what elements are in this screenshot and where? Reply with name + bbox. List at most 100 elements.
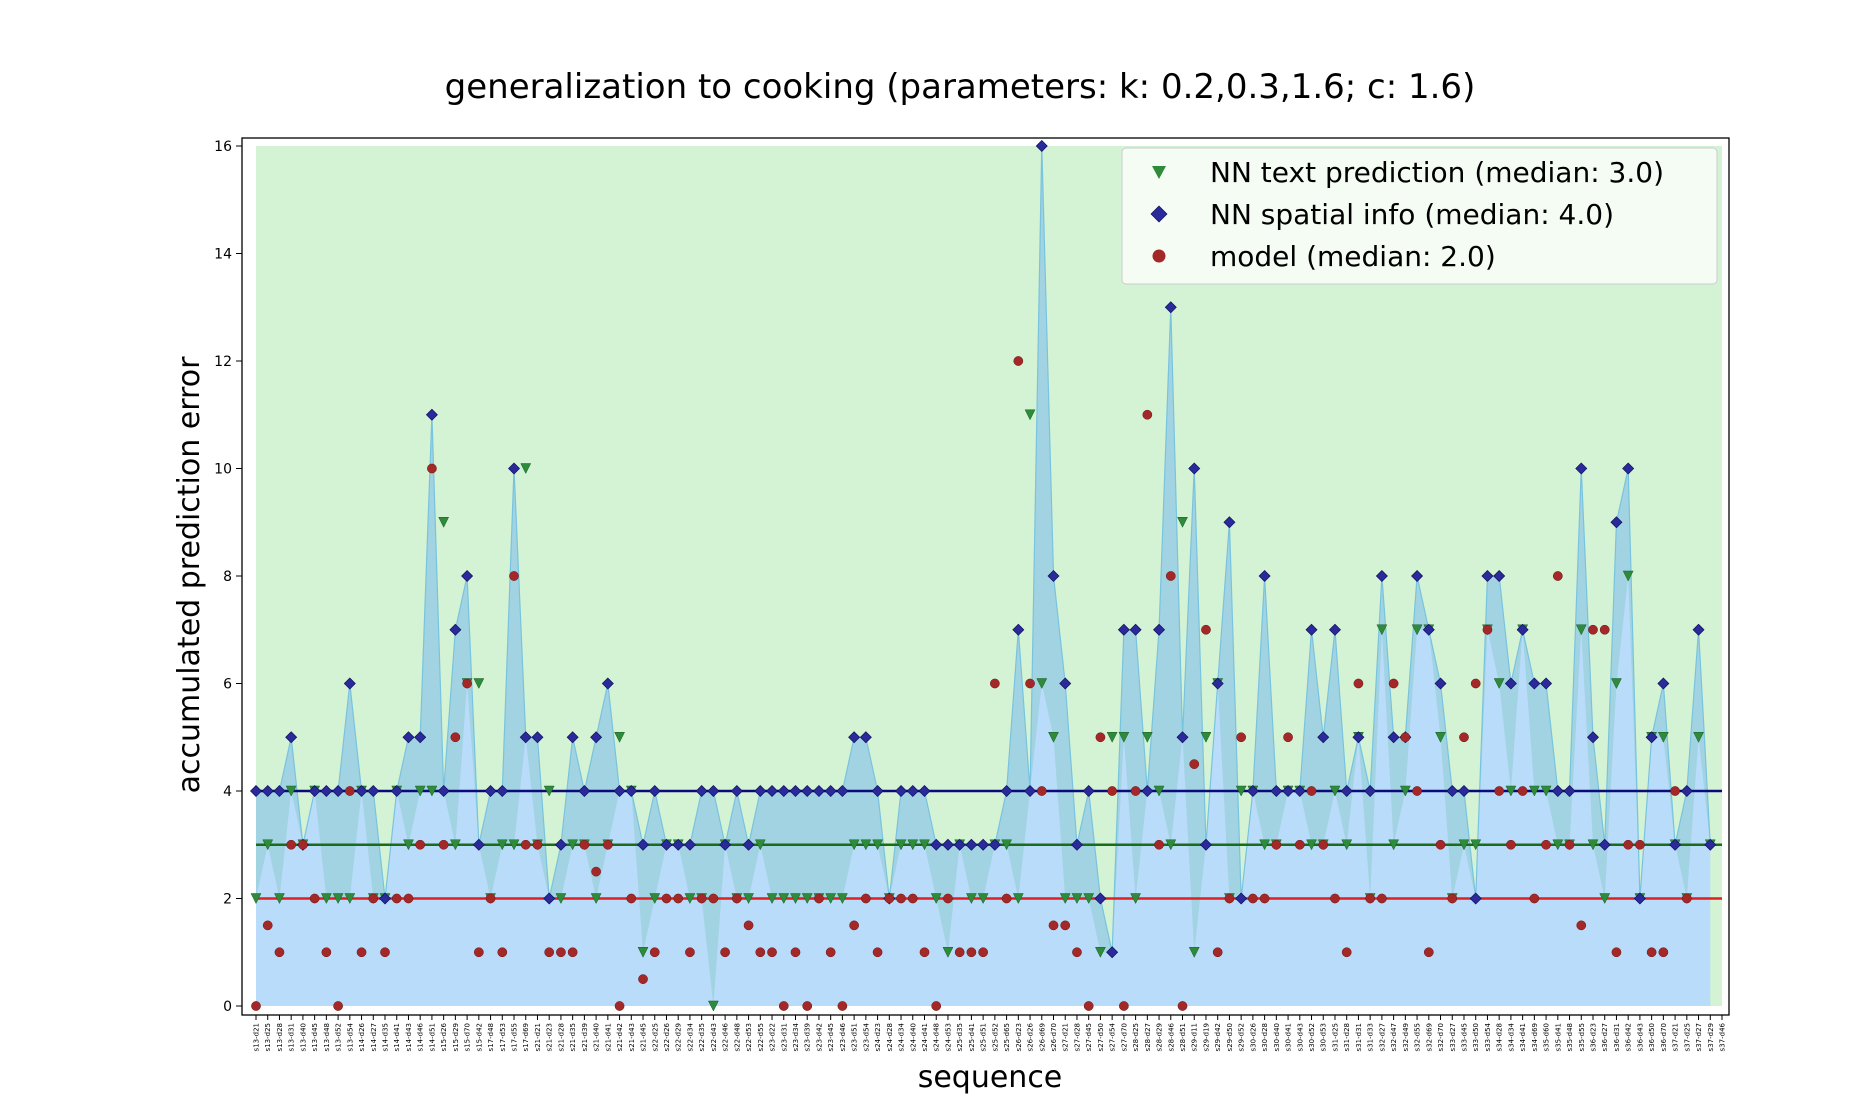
spatial-info-point bbox=[1070, 838, 1083, 851]
model-point bbox=[1330, 893, 1340, 904]
model-point bbox=[1623, 839, 1634, 850]
text-prediction-point bbox=[590, 893, 602, 905]
legend-entry-label: NN spatial info (median: 4.0) bbox=[1210, 198, 1614, 231]
spatial-info-point bbox=[496, 785, 509, 797]
model-point bbox=[614, 1001, 625, 1011]
spatial-info-point bbox=[1563, 785, 1576, 797]
model-point bbox=[356, 947, 367, 958]
x-tick-label: s29-d11 bbox=[1191, 1023, 1199, 1051]
model-point bbox=[790, 947, 801, 958]
spatial-info-point bbox=[754, 785, 767, 797]
legend-entry-label: model (median: 2.0) bbox=[1210, 240, 1496, 273]
model-point bbox=[1306, 786, 1317, 796]
spatial-info-point bbox=[367, 785, 380, 797]
model-point bbox=[814, 893, 824, 904]
x-tick-label: s13-d52 bbox=[335, 1023, 343, 1051]
y-tick-label: 2 bbox=[223, 892, 232, 908]
model-point bbox=[1470, 678, 1481, 689]
x-tick-label: s25-d52 bbox=[991, 1023, 999, 1051]
text-prediction-point bbox=[1470, 839, 1482, 851]
legend-box bbox=[1121, 147, 1718, 285]
model-point bbox=[532, 839, 543, 850]
text-prediction-point bbox=[1411, 624, 1423, 636]
spatial-info-point bbox=[1035, 140, 1048, 152]
spatial-info-point bbox=[1340, 785, 1353, 797]
model-point bbox=[802, 1001, 813, 1011]
model-point bbox=[907, 893, 918, 904]
model-point bbox=[262, 920, 273, 931]
model-point bbox=[473, 947, 484, 958]
spatial-info-point bbox=[1047, 570, 1060, 582]
x-tick-label: s32-d69 bbox=[1425, 1023, 1433, 1051]
model-point bbox=[1588, 624, 1598, 635]
text-prediction-point bbox=[1153, 785, 1165, 797]
spatial-info-point bbox=[1493, 570, 1506, 582]
x-tick-label: s14-d35 bbox=[382, 1023, 390, 1051]
x-tick-label: s14-d43 bbox=[405, 1023, 413, 1051]
spatial-info-point bbox=[1704, 838, 1717, 851]
model-point bbox=[309, 893, 320, 904]
x-tick-label: s13-d45 bbox=[311, 1023, 319, 1051]
text-prediction-point bbox=[778, 893, 790, 905]
spatial-info-point bbox=[320, 785, 333, 797]
spatial-info-point bbox=[355, 785, 368, 797]
spatial-info-point bbox=[906, 785, 919, 797]
x-tick-label: s37-d27 bbox=[1695, 1023, 1703, 1051]
spatial-info-point bbox=[1669, 838, 1682, 851]
spatial-info-point bbox=[977, 838, 990, 851]
text-prediction-point bbox=[930, 893, 942, 905]
x-tick-label: s28-d51 bbox=[1179, 1023, 1187, 1051]
text-prediction-point bbox=[449, 839, 461, 851]
spatial-info-point bbox=[1176, 731, 1189, 744]
model-point bbox=[368, 893, 379, 904]
spatial-info-point bbox=[836, 785, 849, 797]
x-tick-label: s28-d27 bbox=[1144, 1023, 1152, 1051]
text-prediction-point bbox=[1165, 839, 1177, 851]
x-tick-label: s15-d70 bbox=[464, 1023, 472, 1051]
model-point bbox=[626, 893, 637, 904]
spatial-info-point bbox=[261, 785, 274, 797]
x-tick-label: s26-d70 bbox=[1050, 1023, 1058, 1051]
text-prediction-point bbox=[473, 678, 485, 690]
text-prediction-point bbox=[1329, 785, 1341, 797]
model-point bbox=[1658, 947, 1669, 958]
x-tick-label: s15-d29 bbox=[452, 1023, 460, 1051]
x-tick-label: s21-d23 bbox=[546, 1023, 554, 1051]
x-tick-label: s14-d51 bbox=[428, 1023, 436, 1051]
x-tick-label: s29-d19 bbox=[1202, 1023, 1210, 1051]
text-prediction-point bbox=[1130, 893, 1142, 905]
x-tick-label: s28-d29 bbox=[1156, 1023, 1164, 1051]
x-tick-label: s21-d42 bbox=[616, 1023, 624, 1051]
x-tick-label: s35-d41 bbox=[1554, 1023, 1562, 1051]
model-point bbox=[743, 920, 754, 931]
spatial-info-point bbox=[1199, 838, 1212, 851]
text-prediction-point bbox=[1083, 893, 1095, 905]
x-tick-label: s21-d35 bbox=[569, 1023, 577, 1051]
model-point bbox=[1025, 678, 1035, 689]
spatial-info-point bbox=[801, 785, 814, 797]
legend-marker-model bbox=[1152, 249, 1166, 263]
x-tick-label: s35-d55 bbox=[1578, 1023, 1586, 1051]
x-tick-label: s31-d33 bbox=[1367, 1023, 1375, 1051]
x-tick-label: s30-d28 bbox=[1261, 1023, 1269, 1051]
x-tick-label: s33-d54 bbox=[1484, 1022, 1492, 1051]
text-prediction-point bbox=[1012, 893, 1024, 905]
x-tick-label: s17-d53 bbox=[499, 1023, 507, 1051]
model-point bbox=[450, 732, 461, 743]
model-point bbox=[1388, 678, 1399, 689]
text-prediction-point bbox=[1259, 839, 1271, 851]
spatial-info-point bbox=[1223, 516, 1236, 529]
model-point bbox=[1259, 893, 1270, 904]
text-prediction-point bbox=[1399, 785, 1411, 797]
spatial-info-point bbox=[1598, 838, 1611, 851]
spatial-info-point bbox=[1012, 623, 1025, 636]
spatial-info-point bbox=[1504, 677, 1517, 690]
spatial-info-point bbox=[672, 838, 685, 851]
model-point bbox=[1119, 1001, 1129, 1011]
model-point bbox=[1517, 786, 1528, 796]
spatial-info-point bbox=[1094, 892, 1107, 905]
chart-title: generalization to cooking (parameters: k… bbox=[445, 67, 1476, 107]
x-tick-label: s34-d41 bbox=[1519, 1023, 1527, 1051]
model-point bbox=[1412, 786, 1422, 796]
spatial-info-point bbox=[1411, 570, 1424, 582]
